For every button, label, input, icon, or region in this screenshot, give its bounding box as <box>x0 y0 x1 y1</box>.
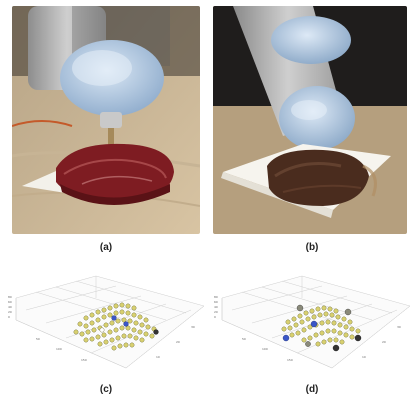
svg-text:20: 20 <box>214 310 218 314</box>
svg-text:20: 20 <box>382 340 386 344</box>
panel-b-caption: (b) <box>292 242 332 253</box>
panel-c-caption: (c) <box>86 384 126 395</box>
svg-text:40: 40 <box>214 305 218 309</box>
panel-a-photo <box>12 6 200 234</box>
svg-text:0: 0 <box>214 315 216 319</box>
panel-d-pointcloud: 80 60 40 20 0 50 100 150 10 20 30 <box>212 268 414 372</box>
svg-text:50: 50 <box>242 337 246 341</box>
svg-text:10: 10 <box>362 355 366 359</box>
svg-text:20: 20 <box>8 310 12 314</box>
svg-text:60: 60 <box>214 300 218 304</box>
svg-text:150: 150 <box>81 358 87 362</box>
svg-text:0: 0 <box>8 315 10 319</box>
panel-a-caption: (a) <box>86 242 126 253</box>
svg-text:100: 100 <box>56 347 62 351</box>
svg-text:100: 100 <box>262 347 268 351</box>
svg-text:80: 80 <box>214 295 218 299</box>
panel-b-photo <box>213 6 407 234</box>
svg-text:40: 40 <box>8 305 12 309</box>
panel-c-pointcloud: 80 60 40 20 0 50 100 150 10 20 30 <box>6 268 208 372</box>
svg-text:60: 60 <box>8 300 12 304</box>
svg-text:150: 150 <box>287 358 293 362</box>
svg-text:10: 10 <box>156 355 160 359</box>
panel-d-caption: (d) <box>292 384 332 395</box>
svg-text:30: 30 <box>397 325 401 329</box>
svg-text:50: 50 <box>36 337 40 341</box>
svg-text:20: 20 <box>176 340 180 344</box>
svg-text:80: 80 <box>8 295 12 299</box>
svg-text:30: 30 <box>191 325 195 329</box>
